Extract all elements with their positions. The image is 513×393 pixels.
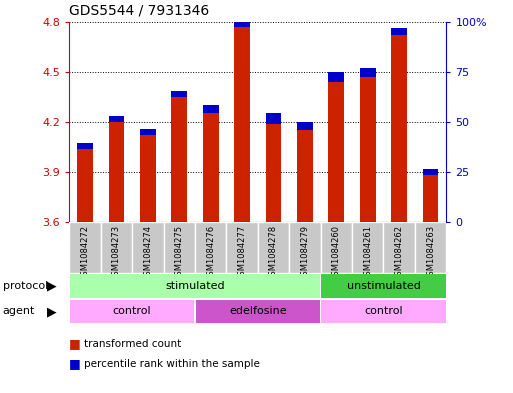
Bar bbox=[234, 27, 250, 222]
Text: GSM1084276: GSM1084276 bbox=[206, 224, 215, 281]
FancyBboxPatch shape bbox=[383, 222, 415, 273]
Text: GSM1084275: GSM1084275 bbox=[175, 224, 184, 281]
Bar bbox=[328, 72, 344, 82]
FancyBboxPatch shape bbox=[289, 222, 321, 273]
Text: GSM1084274: GSM1084274 bbox=[143, 224, 152, 281]
FancyBboxPatch shape bbox=[415, 222, 446, 273]
FancyBboxPatch shape bbox=[226, 222, 258, 273]
Bar bbox=[391, 28, 407, 35]
Text: GSM1084277: GSM1084277 bbox=[238, 224, 247, 281]
FancyBboxPatch shape bbox=[195, 300, 320, 323]
FancyBboxPatch shape bbox=[70, 300, 194, 323]
Bar bbox=[423, 175, 439, 222]
Text: GSM1084278: GSM1084278 bbox=[269, 224, 278, 281]
Bar bbox=[360, 68, 376, 77]
FancyBboxPatch shape bbox=[69, 222, 101, 273]
Text: ▶: ▶ bbox=[47, 279, 57, 292]
Bar bbox=[77, 149, 93, 222]
Bar bbox=[109, 122, 124, 222]
Bar bbox=[391, 35, 407, 222]
Text: ▶: ▶ bbox=[47, 305, 57, 318]
Text: agent: agent bbox=[3, 307, 35, 316]
Bar bbox=[297, 122, 313, 130]
Text: GSM1084260: GSM1084260 bbox=[332, 224, 341, 281]
Bar bbox=[140, 129, 155, 135]
FancyBboxPatch shape bbox=[195, 222, 226, 273]
FancyBboxPatch shape bbox=[101, 222, 132, 273]
Text: ■: ■ bbox=[69, 357, 81, 370]
Text: GSM1084263: GSM1084263 bbox=[426, 224, 435, 281]
Text: GDS5544 / 7931346: GDS5544 / 7931346 bbox=[69, 4, 209, 18]
Text: GSM1084262: GSM1084262 bbox=[394, 224, 404, 281]
Text: transformed count: transformed count bbox=[84, 339, 181, 349]
Text: GSM1084279: GSM1084279 bbox=[301, 224, 309, 281]
Bar bbox=[297, 130, 313, 222]
Text: edelfosine: edelfosine bbox=[229, 307, 287, 316]
Bar bbox=[266, 114, 281, 123]
Text: protocol: protocol bbox=[3, 281, 48, 291]
Text: control: control bbox=[113, 307, 151, 316]
Bar bbox=[423, 169, 439, 175]
Text: unstimulated: unstimulated bbox=[346, 281, 421, 291]
Text: stimulated: stimulated bbox=[165, 281, 225, 291]
Bar bbox=[109, 116, 124, 122]
Text: GSM1084272: GSM1084272 bbox=[81, 224, 89, 281]
Bar bbox=[360, 77, 376, 222]
Bar bbox=[171, 97, 187, 222]
FancyBboxPatch shape bbox=[70, 274, 320, 298]
FancyBboxPatch shape bbox=[164, 222, 195, 273]
FancyBboxPatch shape bbox=[321, 300, 446, 323]
Bar bbox=[203, 114, 219, 222]
FancyBboxPatch shape bbox=[352, 222, 383, 273]
FancyBboxPatch shape bbox=[132, 222, 164, 273]
Text: GSM1084261: GSM1084261 bbox=[363, 224, 372, 281]
Text: control: control bbox=[364, 307, 403, 316]
Bar bbox=[234, 21, 250, 27]
Bar bbox=[266, 123, 281, 222]
Bar bbox=[171, 91, 187, 97]
Bar bbox=[203, 105, 219, 114]
Bar bbox=[140, 135, 155, 222]
Text: ■: ■ bbox=[69, 337, 81, 351]
Bar bbox=[77, 143, 93, 149]
Text: percentile rank within the sample: percentile rank within the sample bbox=[84, 358, 260, 369]
FancyBboxPatch shape bbox=[321, 222, 352, 273]
FancyBboxPatch shape bbox=[258, 222, 289, 273]
Bar bbox=[328, 82, 344, 222]
FancyBboxPatch shape bbox=[321, 274, 446, 298]
Text: GSM1084273: GSM1084273 bbox=[112, 224, 121, 281]
